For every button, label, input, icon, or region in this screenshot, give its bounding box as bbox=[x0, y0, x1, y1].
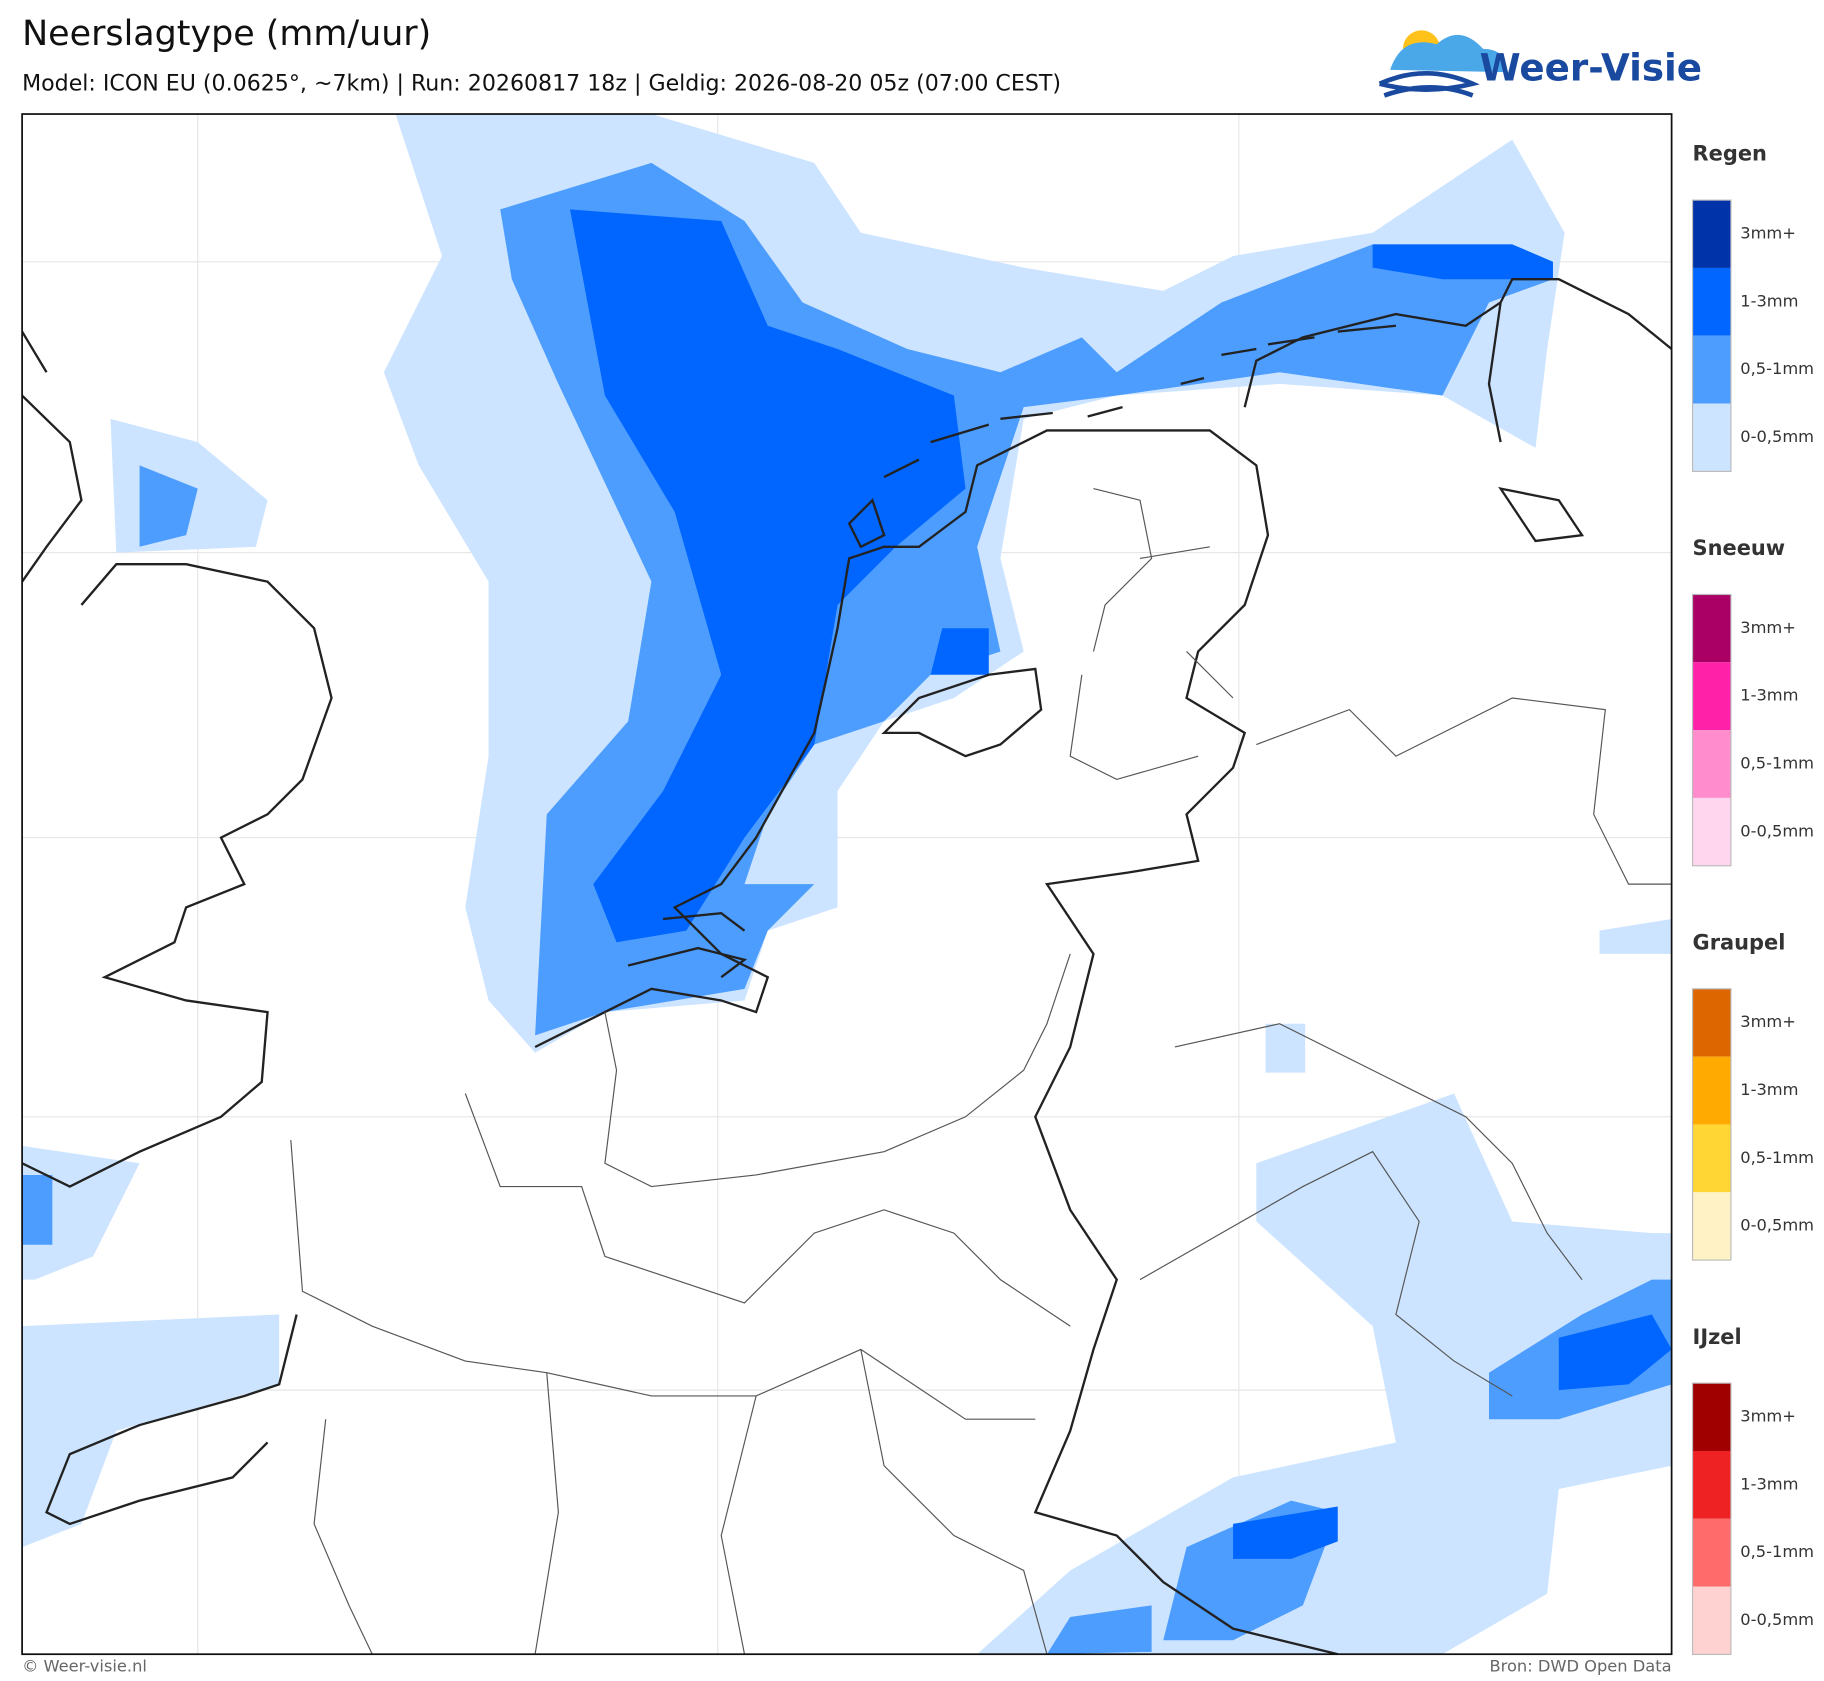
legend-swatch bbox=[1692, 267, 1731, 336]
legend-swatch bbox=[1692, 1124, 1731, 1193]
legend-swatch bbox=[1692, 1192, 1731, 1261]
legend-group-title: IJzel bbox=[1693, 1325, 1742, 1349]
legend-swatch bbox=[1692, 730, 1731, 798]
subtitle: Model: ICON EU (0.0625°, ~7km) | Run: 20… bbox=[22, 70, 1061, 96]
legend-swatch bbox=[1692, 1518, 1731, 1587]
precipitation bbox=[22, 114, 1672, 1655]
legend-label: 0,5-1mm bbox=[1740, 359, 1814, 378]
map bbox=[22, 114, 1672, 1655]
legend-group-title: Graupel bbox=[1693, 930, 1786, 954]
logo-text: Weer-Visie bbox=[1480, 45, 1702, 89]
legend: Regen 3mm+ 1-3mm 0,5-1mm 0-0,5mm Sneeuw 3mm+ 1-… bbox=[1691, 142, 1814, 1656]
legend-group-title: Regen bbox=[1693, 142, 1767, 166]
legend-swatch-frame bbox=[1691, 988, 1732, 1261]
legend-swatch bbox=[1692, 1383, 1731, 1451]
legend-swatch-frame bbox=[1691, 199, 1732, 472]
legend-swatch-frame bbox=[1691, 593, 1732, 867]
legend-label: 0-0,5mm bbox=[1740, 821, 1814, 840]
legend-label: 1-3mm bbox=[1740, 686, 1798, 705]
legend-label: 3mm+ bbox=[1740, 1407, 1796, 1426]
legend-label: 0-0,5mm bbox=[1740, 427, 1814, 446]
legend-label: 1-3mm bbox=[1740, 291, 1798, 310]
legend-label: 3mm+ bbox=[1740, 618, 1796, 637]
footer-right: Bron: DWD Open Data bbox=[1489, 1657, 1671, 1676]
legend-swatch bbox=[1692, 1450, 1731, 1519]
legend-swatch bbox=[1692, 594, 1731, 663]
borders bbox=[290, 488, 1672, 1655]
legend-swatch bbox=[1692, 403, 1731, 472]
legend-label: 3mm+ bbox=[1740, 224, 1796, 243]
legend-swatch bbox=[1692, 335, 1731, 404]
legend-swatch bbox=[1692, 1056, 1731, 1125]
title: Neerslagtype (mm/uur) bbox=[22, 14, 431, 54]
map-frame bbox=[21, 113, 1673, 1656]
legend-label: 1-3mm bbox=[1740, 1474, 1798, 1493]
legend-swatch bbox=[1692, 988, 1731, 1057]
legend-swatch bbox=[1692, 662, 1731, 731]
legend-label: 0-0,5mm bbox=[1740, 1216, 1814, 1235]
legend-swatch bbox=[1692, 200, 1731, 268]
legend-label: 0,5-1mm bbox=[1740, 754, 1814, 773]
legend-label: 0,5-1mm bbox=[1740, 1148, 1814, 1167]
footer-left: © Weer-visie.nl bbox=[22, 1657, 147, 1676]
legend-label: 0-0,5mm bbox=[1740, 1610, 1814, 1629]
legend-group-title: Sneeuw bbox=[1693, 536, 1786, 560]
legend-label: 3mm+ bbox=[1740, 1012, 1796, 1031]
legend-label: 0,5-1mm bbox=[1740, 1542, 1814, 1561]
legend-swatch bbox=[1692, 1586, 1731, 1655]
legend-label: 1-3mm bbox=[1740, 1080, 1798, 1099]
legend-swatch bbox=[1692, 797, 1731, 866]
coastlines bbox=[22, 278, 1672, 1655]
legend-swatch-frame bbox=[1691, 1382, 1732, 1656]
logo: Weer-Visie bbox=[1378, 30, 1702, 98]
